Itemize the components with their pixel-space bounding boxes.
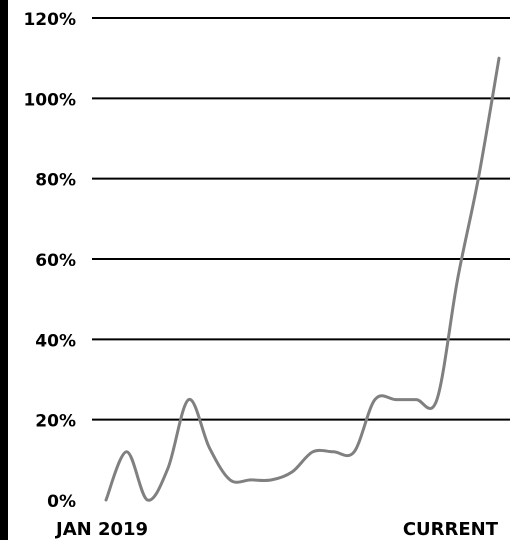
y-tick-label: 20% [35, 412, 76, 432]
series-line [104, 56, 501, 502]
y-tick-label: 120% [23, 10, 76, 30]
y-tick-label: 0% [47, 492, 76, 512]
y-tick-label: 100% [23, 90, 76, 110]
left-edge-bar [0, 0, 8, 540]
y-tick-label: 40% [35, 331, 76, 351]
x-tick-label: JAN 2019 [54, 519, 148, 540]
y-tick-label: 60% [35, 251, 76, 271]
x-tick-label: CURRENT [403, 519, 499, 540]
y-tick-label: 80% [35, 171, 76, 191]
